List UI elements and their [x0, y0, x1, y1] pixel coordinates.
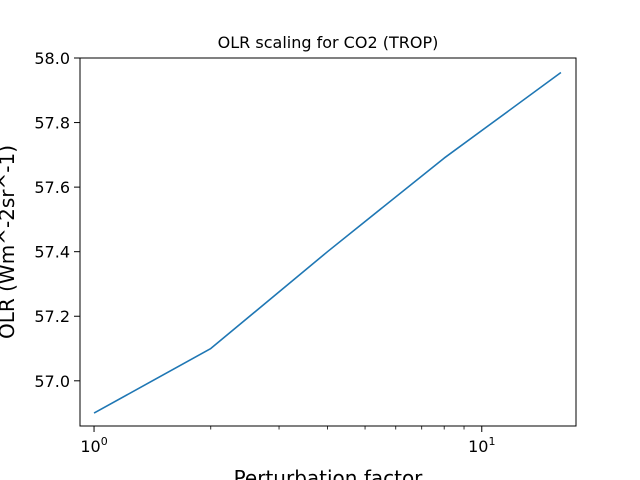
y-tick-label: 57.6	[34, 178, 70, 197]
x-tick-exponent: 0	[101, 435, 108, 448]
x-tick-label: 100	[80, 435, 107, 456]
y-tick-label: 57.4	[34, 243, 70, 262]
axis-layer: 100 101 57.0 57.2 57.4 57.6 57.8 58.0	[34, 49, 495, 456]
y-tick-label: 58.0	[34, 49, 70, 68]
series-line-0	[93, 71, 562, 414]
x-tick-label: 101	[468, 435, 495, 456]
y-axis-label: OLR (Wm^-2sr^-1)	[0, 145, 19, 339]
y-tick-label: 57.0	[34, 372, 70, 391]
plot-layer	[93, 71, 562, 414]
chart-title: OLR scaling for CO2 (TROP)	[218, 33, 439, 52]
x-tick-exponent: 1	[488, 435, 495, 448]
y-tick-label: 57.2	[34, 307, 70, 326]
x-axis-label: Perturbation factor	[234, 466, 424, 480]
y-tick-label: 57.8	[34, 114, 70, 133]
plot-background	[80, 58, 576, 426]
plot-frame	[79, 57, 577, 427]
